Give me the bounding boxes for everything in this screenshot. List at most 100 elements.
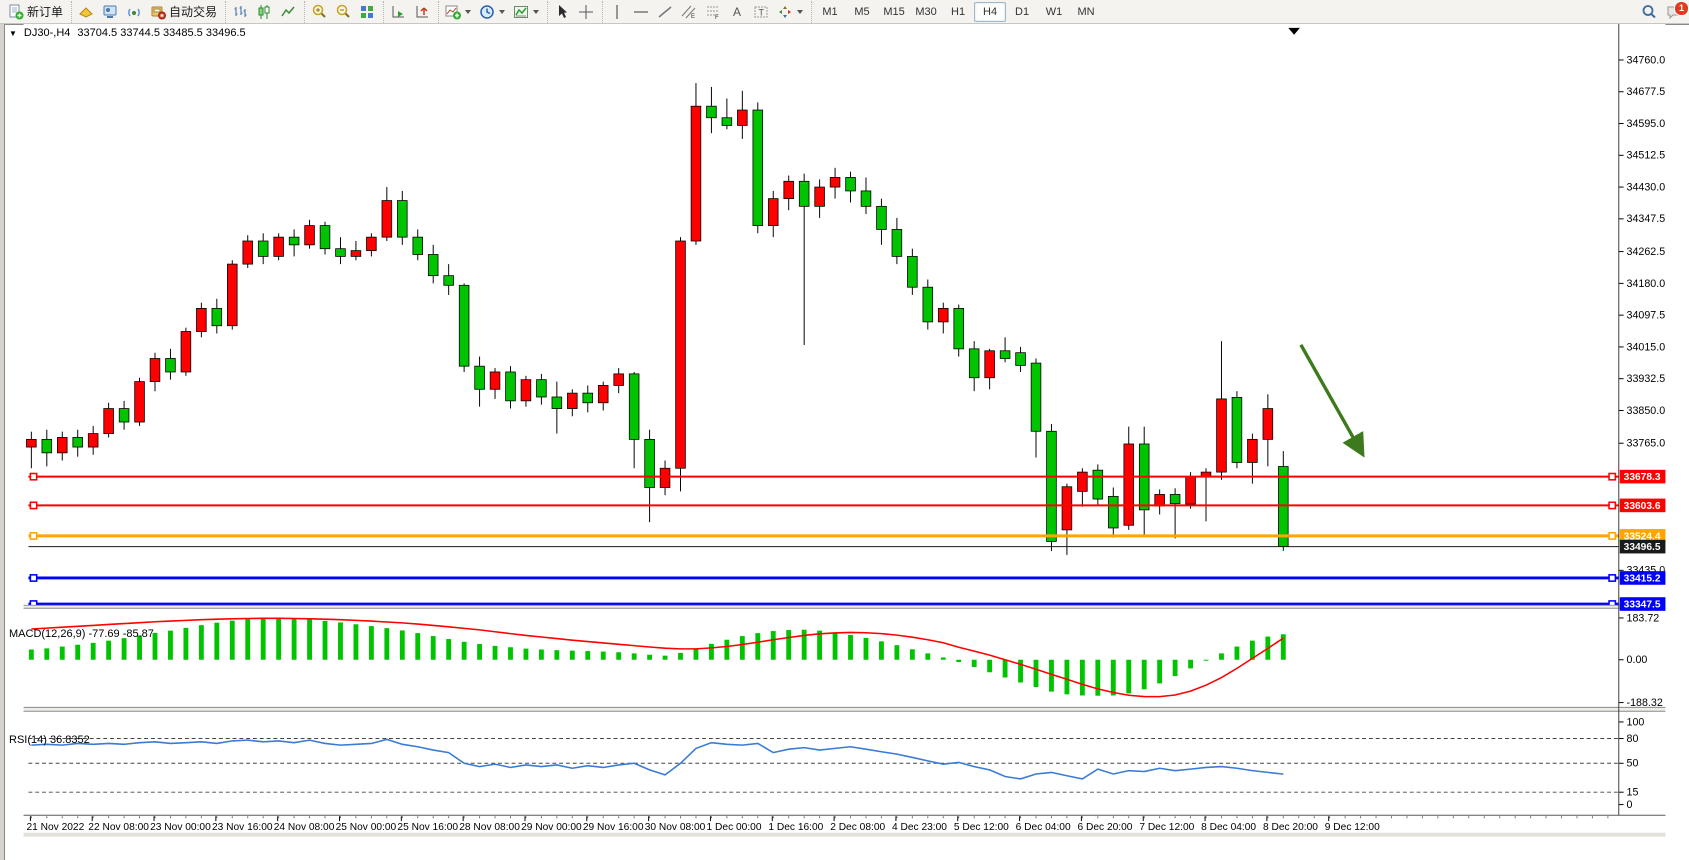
svg-text:8 Dec 20:00: 8 Dec 20:00 bbox=[1263, 822, 1318, 833]
tf-w1[interactable]: W1 bbox=[1045, 5, 1063, 18]
tf-m15[interactable]: M15 bbox=[883, 5, 905, 18]
rsi-panel bbox=[28, 738, 1619, 793]
metaeditor-icon bbox=[79, 6, 93, 18]
svg-text:28 Nov 08:00: 28 Nov 08:00 bbox=[459, 822, 520, 833]
zoom-out-button[interactable] bbox=[331, 2, 355, 22]
svg-text:33496.5: 33496.5 bbox=[1624, 542, 1661, 553]
price-axis: 34760.0 34677.5 34595.0 34512.5 34430.0 34347… bbox=[1618, 54, 1666, 577]
hline-handle[interactable] bbox=[1608, 531, 1617, 540]
hline-handle[interactable] bbox=[29, 472, 38, 481]
metaeditor-button[interactable] bbox=[74, 2, 98, 22]
templates-icon bbox=[514, 5, 529, 18]
search-button[interactable] bbox=[1637, 2, 1661, 22]
cursor-button[interactable] bbox=[550, 2, 574, 22]
text-label-icon: T bbox=[754, 6, 768, 17]
horizontal-lines-layer[interactable] bbox=[28, 472, 1619, 609]
svg-text:22 Nov 08:00: 22 Nov 08:00 bbox=[88, 822, 149, 833]
toolbar-group-chart-type bbox=[225, 0, 302, 23]
periods-button[interactable] bbox=[475, 2, 509, 22]
horizontal-line-icon bbox=[634, 10, 649, 13]
svg-text:23 Nov 16:00: 23 Nov 16:00 bbox=[212, 822, 273, 833]
tf-mn[interactable]: MN bbox=[1077, 5, 1095, 18]
svg-text:33435.0: 33435.0 bbox=[1627, 565, 1666, 577]
cursor-icon bbox=[559, 4, 568, 18]
new-order-icon bbox=[9, 4, 24, 19]
text-button[interactable]: A bbox=[725, 2, 749, 22]
svg-text:25 Nov 00:00: 25 Nov 00:00 bbox=[336, 822, 397, 833]
svg-text:34097.5: 34097.5 bbox=[1627, 310, 1666, 322]
arrows-dropdown-icon[interactable] bbox=[797, 9, 804, 14]
notifications-button[interactable]: 1 bbox=[1661, 0, 1689, 22]
svg-text:0.00: 0.00 bbox=[1627, 654, 1648, 666]
svg-text:34262.5: 34262.5 bbox=[1627, 246, 1666, 258]
hline-handle[interactable] bbox=[29, 501, 38, 510]
svg-text:2 Dec 08:00: 2 Dec 08:00 bbox=[830, 822, 885, 833]
chart-shift-button[interactable] bbox=[410, 2, 434, 22]
rsi-label: RSI(14) 36.8352 bbox=[9, 734, 90, 746]
svg-text:A: A bbox=[733, 5, 741, 19]
hline-handle[interactable] bbox=[1608, 501, 1617, 510]
chart-canvas[interactable]: 34760.0 34677.5 34595.0 34512.5 34430.0 34347… bbox=[0, 24, 1689, 860]
trendline-button[interactable] bbox=[653, 2, 677, 22]
svg-text:7 Dec 12:00: 7 Dec 12:00 bbox=[1139, 822, 1194, 833]
zoom-in-button[interactable] bbox=[307, 2, 331, 22]
chart-menu-icon[interactable]: ▼ bbox=[9, 28, 17, 38]
svg-text:33850.0: 33850.0 bbox=[1627, 405, 1666, 417]
tf-d1[interactable]: D1 bbox=[1015, 5, 1030, 18]
hline-handle[interactable] bbox=[1608, 472, 1617, 481]
annotations-layer[interactable] bbox=[1288, 27, 1365, 458]
bar-chart-button[interactable] bbox=[228, 2, 252, 22]
fibonacci-button[interactable]: F bbox=[701, 2, 725, 22]
signals-button[interactable] bbox=[122, 2, 146, 22]
tf-m5[interactable]: M5 bbox=[854, 5, 870, 18]
svg-text:5 Dec 12:00: 5 Dec 12:00 bbox=[954, 822, 1009, 833]
vertical-line-button[interactable] bbox=[605, 2, 629, 22]
candlestick-chart-button[interactable] bbox=[252, 2, 276, 22]
horizontal-line-button[interactable] bbox=[629, 2, 653, 22]
svg-text:15: 15 bbox=[1627, 787, 1639, 799]
svg-text:-188.32: -188.32 bbox=[1627, 697, 1663, 709]
tile-windows-button[interactable] bbox=[355, 2, 379, 22]
line-chart-button[interactable] bbox=[276, 2, 300, 22]
tf-h1[interactable]: H1 bbox=[951, 5, 966, 18]
toolbar: 新订单 自动交易 bbox=[0, 0, 1689, 24]
strategy-tester-button[interactable] bbox=[98, 2, 122, 22]
macd-signal-line bbox=[31, 617, 1284, 698]
arrows-button[interactable] bbox=[773, 2, 807, 22]
autotrading-button[interactable]: 自动交易 bbox=[146, 2, 221, 22]
crosshair-button[interactable] bbox=[574, 2, 598, 22]
text-label-button[interactable]: T bbox=[749, 2, 773, 22]
hline-handle[interactable] bbox=[29, 531, 38, 540]
svg-text:6 Dec 04:00: 6 Dec 04:00 bbox=[1016, 822, 1071, 833]
svg-text:4 Dec 23:00: 4 Dec 23:00 bbox=[892, 822, 947, 833]
indicators-button[interactable] bbox=[441, 2, 475, 22]
indicators-dropdown-icon[interactable] bbox=[465, 9, 472, 14]
svg-text:34015.0: 34015.0 bbox=[1627, 341, 1666, 353]
tf-m30[interactable]: M30 bbox=[915, 5, 937, 18]
new-order-button[interactable]: 新订单 bbox=[4, 2, 67, 22]
tf-h4[interactable]: H4 bbox=[974, 1, 1007, 22]
auto-scroll-icon bbox=[392, 5, 405, 17]
svg-text:1 Dec 00:00: 1 Dec 00:00 bbox=[707, 822, 762, 833]
strategy-tester-icon bbox=[103, 5, 117, 18]
svg-text:E: E bbox=[691, 14, 695, 20]
bar-chart-icon bbox=[234, 5, 247, 17]
time-axis[interactable]: 21 Nov 2022 22 Nov 08:00 23 Nov 00:00 23 No… bbox=[26, 816, 1609, 833]
svg-text:25 Nov 16:00: 25 Nov 16:00 bbox=[397, 822, 458, 833]
auto-scroll-button[interactable] bbox=[386, 2, 410, 22]
trend-arrow-annotation[interactable] bbox=[1299, 343, 1365, 458]
indicator-axes: 183.72 0.00 -188.32 100 80 50 150 bbox=[1618, 612, 1663, 811]
hline-handle[interactable] bbox=[29, 574, 38, 582]
chart-background bbox=[23, 24, 1666, 837]
svg-text:34347.5: 34347.5 bbox=[1627, 213, 1666, 225]
tf-m1[interactable]: M1 bbox=[822, 5, 838, 18]
periods-dropdown-icon[interactable] bbox=[499, 9, 506, 14]
hline-handle[interactable] bbox=[1608, 574, 1617, 582]
equidistant-channel-button[interactable]: E bbox=[677, 2, 701, 22]
panel-borders bbox=[23, 24, 1666, 837]
autotrading-icon bbox=[151, 6, 167, 19]
templates-dropdown-icon[interactable] bbox=[533, 9, 540, 14]
templates-button[interactable] bbox=[509, 2, 543, 22]
